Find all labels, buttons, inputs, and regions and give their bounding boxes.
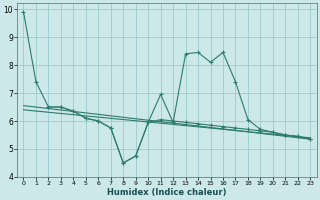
X-axis label: Humidex (Indice chaleur): Humidex (Indice chaleur) [107, 188, 227, 197]
